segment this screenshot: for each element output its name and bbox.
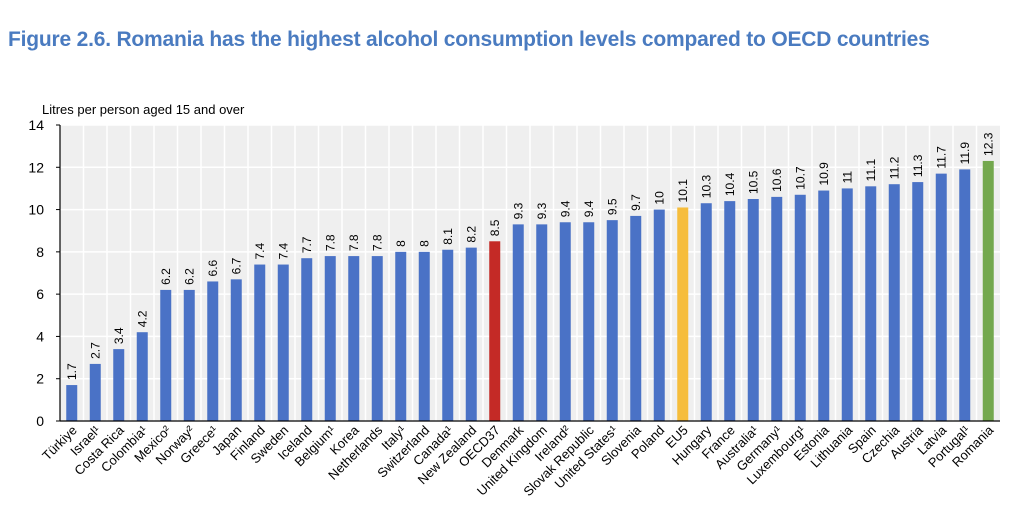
data-label: 11.3 [911,154,925,177]
data-label: 8 [394,240,408,247]
bar-portugal- [959,169,971,421]
bar-estonia [818,190,830,421]
data-label: 7.8 [347,234,361,251]
bar-sweden [277,264,289,421]
data-label: 9.5 [605,198,619,215]
data-label: 10.7 [793,166,807,190]
data-label: 9.4 [582,200,596,217]
data-label: 4.2 [135,310,149,327]
data-label: 2.7 [88,342,102,359]
bar-luxembourg- [794,194,806,421]
data-label: 7.8 [323,234,337,251]
bar-spain [865,186,877,421]
data-label: 10.3 [699,175,713,199]
data-label: 7.8 [370,234,384,251]
bar-eu5 [677,207,689,421]
data-label: 8.1 [441,228,455,245]
bar-finland [254,264,266,421]
bar-hungary [700,203,712,421]
data-label: 6.2 [159,268,173,285]
bar-colombia- [136,332,148,421]
bar-czechia [888,184,900,421]
data-label: 11.7 [934,146,948,169]
y-tick-label: 2 [36,371,44,387]
data-label: 6.7 [229,257,243,274]
bar-ireland- [559,222,571,421]
y-tick-label: 14 [28,117,44,133]
data-label: 11.1 [864,159,878,182]
data-label: 7.4 [253,243,267,260]
y-tick-label: 0 [36,413,44,429]
bar-latvia [935,173,947,421]
bar-japan [230,279,242,421]
bar-germany- [771,196,783,421]
data-label: 10 [652,191,666,205]
data-label: 8.5 [488,219,502,236]
bar-slovenia [630,215,642,421]
data-label: 11.9 [958,142,972,165]
bar-austria [912,182,924,421]
bar-australia- [747,199,759,421]
data-label: 11 [840,171,854,184]
data-label: 10.9 [817,162,831,186]
data-label: 8 [417,240,431,247]
bar-greece- [207,281,219,421]
data-label: 6.6 [206,259,220,276]
data-label: 7.7 [300,236,314,253]
data-label: 11.2 [887,156,901,179]
data-label: 1.7 [65,363,79,380]
bar-norway- [183,289,195,421]
data-label: 9.7 [629,194,643,211]
data-label: 6.2 [182,268,196,285]
bar-costa-rica [113,349,125,421]
bar-korea [348,256,360,421]
bar-netherlands [371,256,383,421]
bar-denmark [512,224,524,421]
bar-new-zealand [465,247,477,421]
bar-italy- [395,251,407,421]
bar-t-rkiye [66,385,78,421]
y-tick-label: 6 [36,286,44,302]
bar-france [724,201,736,421]
data-label: 12.3 [981,132,995,156]
bar-united-states- [606,220,618,421]
data-label: 9.3 [511,202,525,219]
bar-switzerland [418,251,430,421]
data-label: 10.6 [770,168,784,192]
bar-mexico- [160,289,172,421]
bar-belgium- [324,256,336,421]
y-tick-label: 12 [28,159,44,175]
bar-oecd37 [489,241,501,421]
data-label: 10.1 [676,179,690,203]
bar-poland [653,209,665,421]
bar-united-kingdom [536,224,548,421]
bar-israel- [89,363,101,421]
y-tick-label: 10 [28,202,44,218]
bar-lithuania [841,188,853,421]
chart-title: Figure 2.6. Romania has the highest alco… [8,28,930,51]
data-label: 10.4 [723,172,737,196]
data-label: 9.3 [535,202,549,219]
bar-canada- [442,249,454,421]
data-label: 8.2 [464,226,478,243]
bar-slovak-republic [583,222,595,421]
bar-romania [982,160,994,421]
y-tick-label: 4 [36,328,44,344]
bar-iceland [301,258,313,421]
data-label: 9.4 [558,200,572,217]
data-label: 10.5 [746,170,760,194]
y-axis-label: Litres per person aged 15 and over [42,102,245,117]
y-tick-label: 8 [36,244,44,260]
data-label: 7.4 [276,243,290,260]
data-label: 3.4 [112,327,126,344]
